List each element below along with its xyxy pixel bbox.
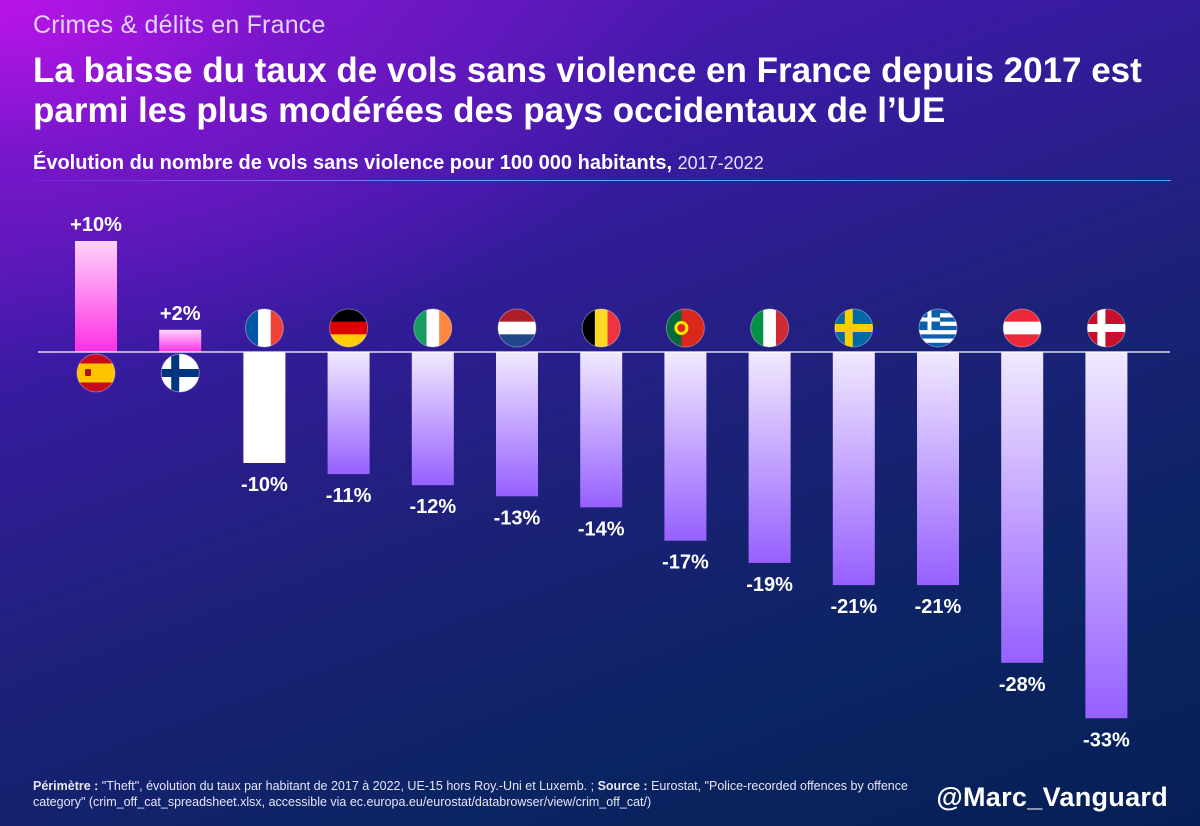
value-label-portugal: -17% <box>662 552 709 574</box>
austria-flag-icon <box>1002 308 1042 348</box>
bar-belgium: Belgium <box>580 352 623 508</box>
source-text: Eurostat, "Police-recorded offences by o… <box>33 779 908 809</box>
bar-chart: Spain Finland France Germany Ireland Netherla… <box>38 214 1170 751</box>
header-divider <box>33 180 1171 181</box>
source-label: Source : <box>597 779 648 793</box>
bar-ireland: Ireland <box>411 352 454 486</box>
italy-flag-icon <box>750 308 790 348</box>
france-flag-icon <box>244 308 284 348</box>
germany-flag-icon <box>329 308 369 348</box>
netherlands-flag-icon <box>497 308 537 348</box>
author-handle: @Marc_Vanguard <box>936 782 1168 812</box>
bar-finland: Finland <box>159 329 202 352</box>
value-label-germany: -11% <box>326 485 372 507</box>
value-label-finland: +2% <box>160 303 201 325</box>
bar-austria: Austria <box>1001 352 1044 663</box>
value-label-denmark: -33% <box>1083 729 1130 751</box>
footer-note: Périmètre : "Theft", évolution du taux p… <box>33 778 913 810</box>
bar-greece: Greece <box>917 352 959 586</box>
chart-title: La baisse du taux de vols sans violence … <box>33 51 1142 130</box>
subtitle-period: 2017-2022 <box>677 153 764 173</box>
bar-italy: Italy <box>748 352 791 563</box>
denmark-flag-icon <box>1086 308 1126 348</box>
portugal-flag-icon <box>665 308 705 348</box>
value-label-france: -10% <box>241 474 288 496</box>
chart-subtitle: Évolution du nombre de vols sans violenc… <box>33 152 764 175</box>
kicker: Crimes & délits en France <box>33 11 326 39</box>
perimetre-label: Périmètre : <box>33 779 99 793</box>
belgium-flag-icon <box>581 308 621 348</box>
bar-spain: Spain <box>75 241 117 352</box>
value-label-italy: -19% <box>746 574 793 596</box>
bar-portugal: Portugal <box>664 352 707 541</box>
value-label-greece: -21% <box>915 596 962 618</box>
bar-france: France <box>243 352 286 463</box>
value-label-belgium: -14% <box>578 518 625 540</box>
value-label-ireland: -12% <box>409 496 456 518</box>
bar-germany: Germany <box>327 352 370 475</box>
ireland-flag-icon <box>413 308 453 348</box>
sweden-flag-icon <box>834 308 874 348</box>
bar-netherlands: Netherlands <box>496 352 538 497</box>
value-label-sweden: -21% <box>830 596 877 618</box>
finland-flag-icon <box>160 353 200 393</box>
value-label-spain: +10% <box>70 214 122 236</box>
bar-denmark: Denmark <box>1085 352 1128 719</box>
perimetre-text: "Theft", évolution du taux par habitant … <box>101 779 595 793</box>
subtitle-main: Évolution du nombre de vols sans violenc… <box>33 152 673 174</box>
value-label-austria: -28% <box>999 674 1046 696</box>
bar-sweden: Sweden <box>832 352 875 586</box>
value-label-netherlands: -13% <box>494 507 541 529</box>
spain-flag-icon <box>76 353 116 393</box>
greece-flag-icon <box>918 308 958 348</box>
